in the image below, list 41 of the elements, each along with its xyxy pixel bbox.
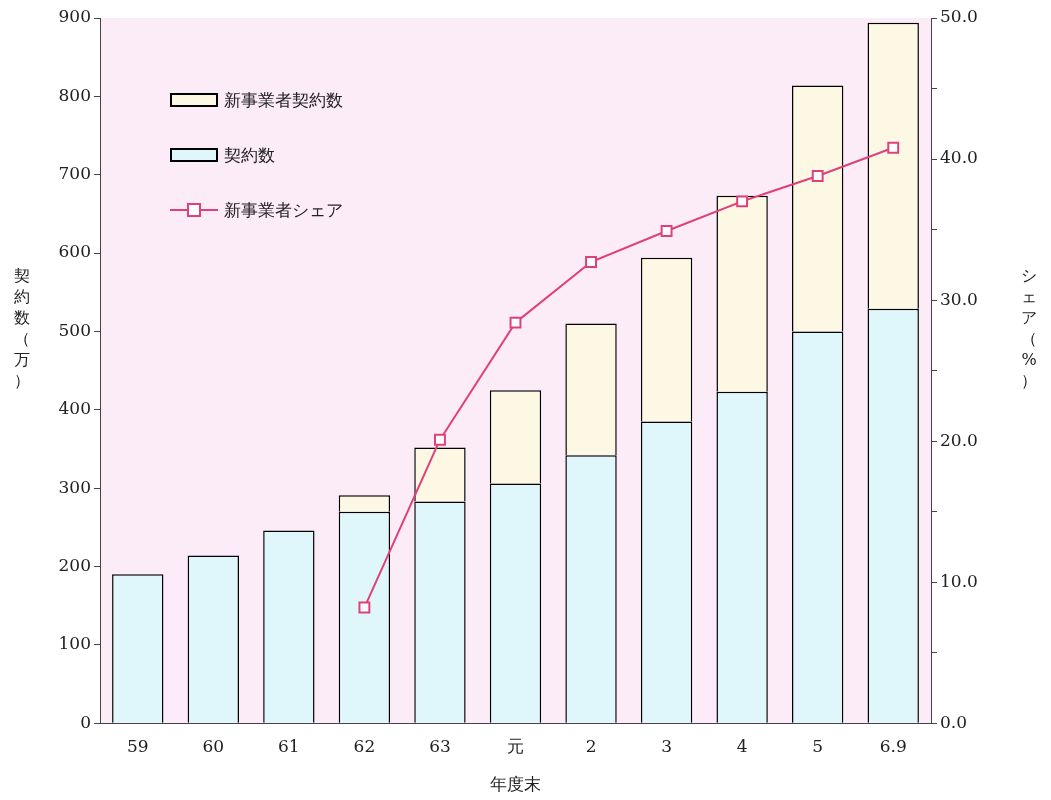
y-tick-label: 500 (58, 319, 91, 340)
x-tick-label: 59 (126, 735, 149, 756)
point (358, 601, 371, 614)
y-tick-label: 0 (80, 711, 91, 732)
y-tick-label: 400 (58, 398, 91, 419)
y-tick-label: 100 (58, 633, 91, 654)
x-axis-title: 年度末 (490, 774, 541, 795)
y-tick-label: 800 (58, 84, 91, 105)
y2-axis-title: シェア（%） (1020, 264, 1038, 391)
legend-label: 契約数 (224, 145, 275, 166)
point (585, 256, 597, 268)
y2-tick-label: 50.0 (940, 6, 978, 27)
x-tick-label: 6.9 (879, 735, 907, 756)
y-tick-label: 200 (58, 554, 91, 575)
y2-tick-label: 0.0 (940, 711, 968, 732)
y-tick-label: 700 (58, 163, 91, 184)
legend-label: 新事業者契約数 (224, 90, 343, 111)
y-tick-label: 300 (58, 476, 91, 497)
x-tick-label: 61 (278, 735, 300, 756)
y-tick-label: 900 (58, 6, 91, 27)
x-tick-label: 2 (585, 735, 597, 756)
x-tick-label: 5 (812, 735, 824, 756)
point (509, 316, 522, 329)
point (811, 170, 824, 182)
y2-tick-label: 40.0 (940, 147, 978, 168)
y2-tick-label: 20.0 (940, 429, 978, 450)
x-tick-label: 63 (429, 735, 451, 756)
x-tick-label: 元 (507, 735, 524, 756)
point (887, 141, 900, 154)
y2-tick-label: 10.0 (940, 570, 978, 591)
y-axis-title: 契約数（万） (13, 264, 31, 391)
point (736, 195, 749, 208)
legend-label: 新事業者シェア (224, 200, 343, 221)
x-tick-label: 60 (202, 735, 225, 756)
x-tick-label: 3 (661, 735, 672, 756)
point (660, 225, 673, 237)
x-tick-label: 62 (353, 735, 376, 756)
x-tick-label: 4 (736, 735, 748, 756)
y-tick-label: 600 (58, 241, 91, 262)
y2-tick-label: 30.0 (940, 288, 978, 309)
point (434, 433, 446, 446)
